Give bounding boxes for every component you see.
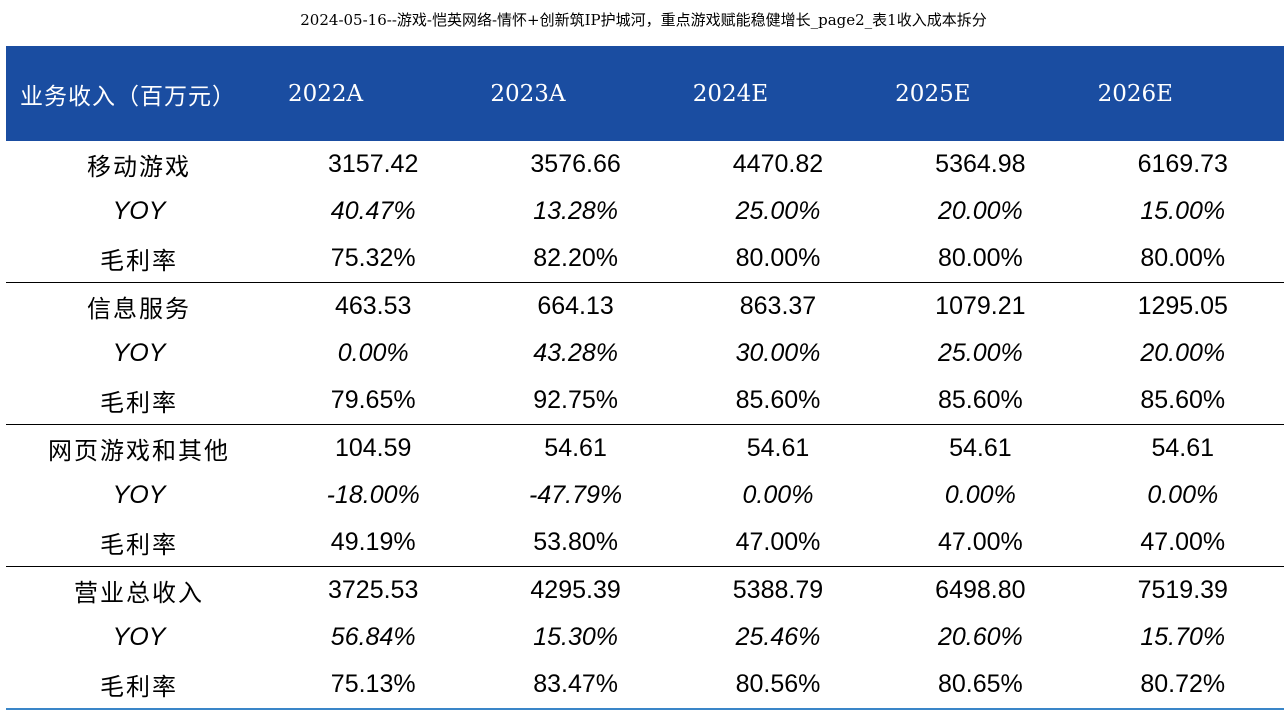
cell-2023a: 53.80% — [474, 519, 677, 568]
cell-2025e: 20.00% — [937, 197, 1023, 226]
row-label: 毛利率 — [6, 519, 272, 568]
yoy-row: YOY -18.00% -47.79% 0.00% 0.00% 0.00% — [6, 472, 1284, 519]
cell-2026e: 80.72% — [1081, 661, 1284, 710]
cell-2024e: 54.61 — [746, 434, 810, 463]
cell-2024e: 25.00% — [735, 197, 821, 226]
header-2026e: 2026E — [1097, 80, 1173, 107]
cell-2026e: 7519.39 — [1137, 576, 1228, 605]
cell-2025e: 20.60% — [937, 623, 1023, 652]
cell-2025e: 47.00% — [879, 519, 1082, 568]
cell-2022a: 56.84% — [330, 623, 416, 652]
cell-2022a: 49.19% — [272, 519, 475, 568]
cell-2022a: 3725.53 — [328, 576, 419, 605]
cell-2024e: 4470.82 — [732, 150, 824, 179]
cell-2023a: -47.79% — [529, 481, 623, 510]
cell-2025e: 0.00% — [944, 481, 1016, 510]
cell-2026e: 15.70% — [1140, 623, 1226, 652]
yoy-row: YOY 0.00% 43.28% 30.00% 25.00% 20.00% — [6, 330, 1284, 377]
cell-2023a: 664.13 — [537, 292, 614, 321]
gross-margin-row: 毛利率 49.19% 53.80% 47.00% 47.00% 47.00% — [6, 519, 1284, 568]
cell-2026e: 15.00% — [1140, 197, 1226, 226]
header-row: 业务收入（百万元） 2022A 2023A 2024E 2025E 2026E — [6, 46, 1284, 141]
yoy-row: YOY 56.84% 15.30% 25.46% 20.60% 15.70% — [6, 614, 1284, 661]
header-business-revenue: 业务收入（百万元） — [20, 83, 236, 110]
cell-2026e: 0.00% — [1147, 481, 1219, 510]
cell-2025e: 54.61 — [949, 434, 1012, 463]
cell-2025e: 80.65% — [879, 661, 1082, 710]
row-label: YOY — [112, 339, 166, 368]
cell-2022a: 463.53 — [334, 292, 412, 321]
revenue-row: 营业总收入 3725.53 4295.39 5388.79 6498.80 75… — [6, 567, 1284, 614]
cell-2026e: 85.60% — [1081, 377, 1284, 426]
revenue-cost-table: 业务收入（百万元） 2022A 2023A 2024E 2025E 2026E … — [6, 46, 1284, 710]
gross-margin-row: 毛利率 75.13% 83.47% 80.56% 80.65% 80.72% — [6, 661, 1284, 710]
revenue-row: 移动游戏 3157.42 3576.66 4470.82 5364.98 616… — [6, 141, 1284, 188]
cell-2023a: 83.47% — [474, 661, 677, 710]
revenue-row: 网页游戏和其他 104.59 54.61 54.61 54.61 54.61 — [6, 425, 1284, 472]
cell-2025e: 1079.21 — [935, 292, 1026, 321]
cell-2023a: 4295.39 — [530, 576, 621, 605]
cell-2025e: 5364.98 — [935, 150, 1026, 179]
cell-2026e: 1295.05 — [1137, 292, 1228, 321]
row-label: YOY — [112, 197, 166, 226]
cell-2026e: 80.00% — [1081, 235, 1284, 284]
header-2022a: 2022A — [288, 80, 364, 107]
row-label: 毛利率 — [6, 235, 272, 284]
cell-2024e: 85.60% — [676, 377, 880, 426]
cell-2023a: 43.28% — [533, 339, 618, 368]
cell-2026e: 6169.73 — [1137, 150, 1228, 179]
cell-2024e: 47.00% — [676, 519, 880, 568]
cell-2025e: 25.00% — [937, 339, 1023, 368]
header-2023a: 2023A — [490, 80, 566, 107]
revenue-row: 信息服务 463.53 664.13 863.37 1079.21 1295.0… — [6, 283, 1284, 330]
cell-2025e: 6498.80 — [935, 576, 1026, 605]
cell-2022a: 75.13% — [272, 661, 475, 710]
row-label: 移动游戏 — [87, 153, 191, 182]
gross-margin-row: 毛利率 79.65% 92.75% 85.60% 85.60% 85.60% — [6, 377, 1284, 426]
header-2025e: 2025E — [895, 80, 971, 107]
cell-2026e: 20.00% — [1140, 339, 1226, 368]
row-label: 毛利率 — [6, 377, 272, 426]
header-2024e: 2024E — [692, 80, 769, 107]
cell-2022a: -18.00% — [326, 481, 420, 510]
row-label: YOY — [112, 481, 166, 510]
cell-2022a: 40.47% — [330, 197, 416, 226]
cell-2024e: 80.56% — [676, 661, 880, 710]
cell-2023a: 3576.66 — [530, 150, 621, 179]
cell-2023a: 13.28% — [533, 197, 618, 226]
cell-2024e: 25.46% — [735, 623, 821, 652]
cell-2024e: 5388.79 — [732, 576, 824, 605]
cell-2026e: 54.61 — [1151, 434, 1215, 463]
table-caption: 2024-05-16--游戏-恺英网络-情怀+创新筑IP护城河，重点游戏赋能稳健… — [300, 11, 987, 29]
row-label: 营业总收入 — [74, 579, 204, 608]
cell-2025e: 85.60% — [879, 377, 1082, 426]
cell-2025e: 80.00% — [879, 235, 1082, 284]
row-label: 网页游戏和其他 — [48, 437, 230, 466]
cell-2022a: 75.32% — [272, 235, 475, 284]
cell-2022a: 104.59 — [334, 434, 412, 463]
cell-2024e: 80.00% — [676, 235, 880, 284]
cell-2024e: 863.37 — [739, 292, 817, 321]
row-label: 信息服务 — [87, 295, 191, 324]
row-label: YOY — [112, 623, 166, 652]
cell-2022a: 0.00% — [337, 339, 409, 368]
cell-2023a: 54.61 — [544, 434, 607, 463]
cell-2023a: 82.20% — [474, 235, 677, 284]
cell-2024e: 0.00% — [742, 481, 814, 510]
row-label: 毛利率 — [6, 661, 272, 710]
gross-margin-row: 毛利率 75.32% 82.20% 80.00% 80.00% 80.00% — [6, 235, 1284, 284]
yoy-row: YOY 40.47% 13.28% 25.00% 20.00% 15.00% — [6, 188, 1284, 235]
cell-2022a: 79.65% — [272, 377, 475, 426]
cell-2023a: 15.30% — [533, 623, 618, 652]
cell-2024e: 30.00% — [735, 339, 821, 368]
cell-2026e: 47.00% — [1081, 519, 1284, 568]
cell-2022a: 3157.42 — [328, 150, 419, 179]
cell-2023a: 92.75% — [474, 377, 677, 426]
